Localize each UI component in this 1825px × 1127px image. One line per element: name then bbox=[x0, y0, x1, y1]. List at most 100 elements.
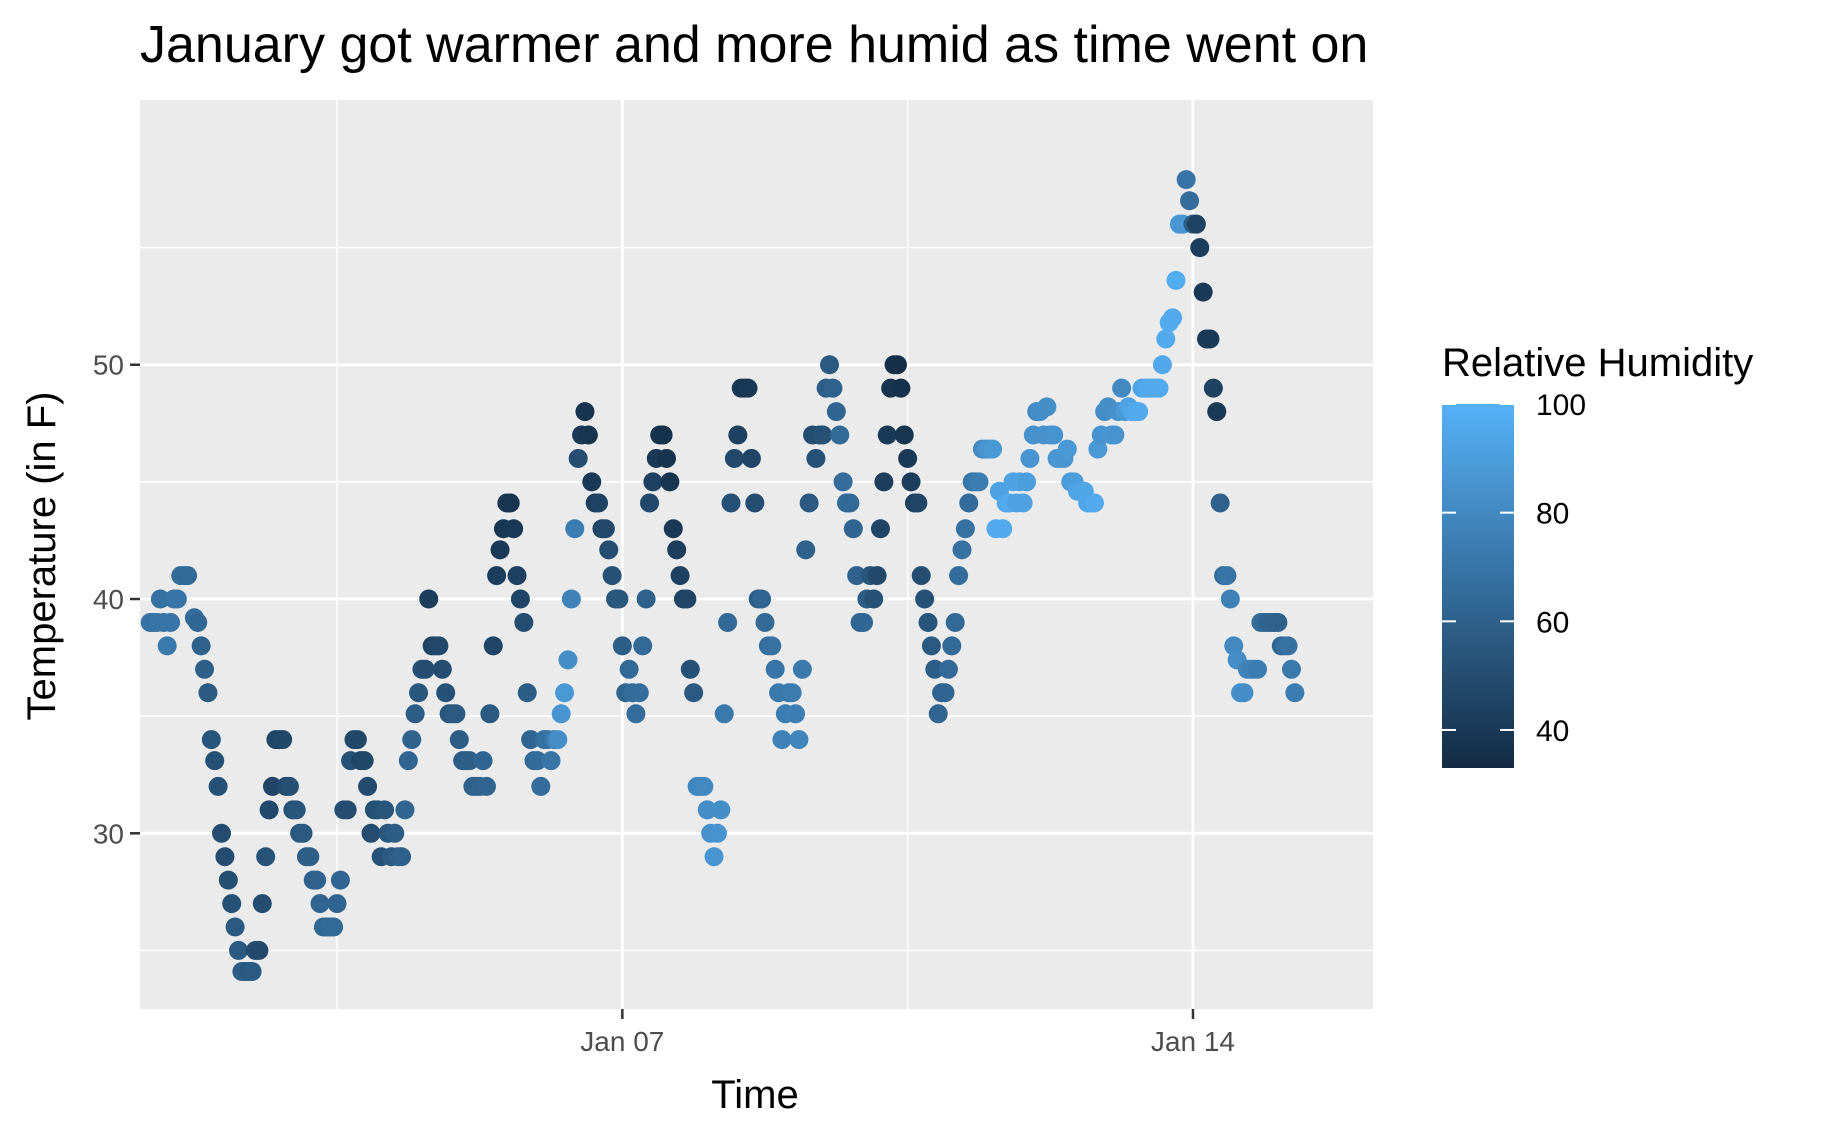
data-point bbox=[1281, 659, 1301, 679]
data-point bbox=[694, 776, 714, 796]
data-point bbox=[392, 847, 412, 867]
data-point bbox=[626, 704, 646, 724]
data-point bbox=[667, 540, 687, 560]
data-point bbox=[201, 730, 221, 750]
data-point bbox=[191, 636, 211, 656]
data-point bbox=[677, 589, 697, 609]
data-point bbox=[1217, 566, 1237, 586]
y-tick-label: 50 bbox=[93, 350, 124, 381]
data-point bbox=[279, 776, 299, 796]
data-point bbox=[741, 448, 761, 468]
data-point bbox=[1234, 683, 1254, 703]
data-point bbox=[867, 566, 887, 586]
data-point bbox=[911, 566, 931, 586]
data-point bbox=[310, 894, 330, 914]
data-point bbox=[945, 612, 965, 632]
data-point bbox=[840, 493, 860, 513]
data-point bbox=[738, 378, 758, 398]
data-point bbox=[718, 612, 738, 632]
data-point bbox=[568, 448, 588, 468]
data-point bbox=[1186, 214, 1206, 234]
data-point bbox=[358, 776, 378, 796]
data-point bbox=[1156, 329, 1176, 349]
data-point bbox=[1193, 282, 1213, 302]
data-point bbox=[1200, 329, 1220, 349]
data-point bbox=[935, 683, 955, 703]
data-point bbox=[354, 751, 374, 771]
legend-tick-label: 60 bbox=[1536, 606, 1569, 639]
data-point bbox=[928, 704, 948, 724]
data-point bbox=[796, 540, 816, 560]
data-point bbox=[1112, 378, 1132, 398]
legend-tick-label: 40 bbox=[1536, 715, 1569, 748]
data-point bbox=[1190, 238, 1210, 258]
data-point bbox=[527, 751, 547, 771]
data-point bbox=[636, 589, 656, 609]
data-point bbox=[1037, 397, 1057, 417]
data-point bbox=[1210, 493, 1230, 513]
data-point bbox=[286, 800, 306, 820]
legend-tick-label: 100 bbox=[1536, 389, 1586, 422]
data-point bbox=[1044, 425, 1064, 445]
data-point bbox=[877, 425, 897, 445]
data-point bbox=[490, 540, 510, 560]
data-point bbox=[1105, 425, 1125, 445]
data-point bbox=[898, 448, 918, 468]
data-points bbox=[140, 170, 1305, 982]
data-point bbox=[483, 636, 503, 656]
data-point bbox=[670, 566, 690, 586]
y-tick-label: 30 bbox=[93, 818, 124, 849]
data-point bbox=[684, 683, 704, 703]
data-point bbox=[375, 800, 395, 820]
data-point bbox=[813, 425, 833, 445]
data-point bbox=[1057, 439, 1077, 459]
data-point bbox=[507, 566, 527, 586]
minor-gridlines bbox=[140, 100, 1373, 1009]
legend-title: Relative Humidity bbox=[1442, 341, 1753, 385]
data-point bbox=[161, 612, 181, 632]
data-point bbox=[402, 730, 422, 750]
data-point bbox=[640, 493, 660, 513]
data-point bbox=[531, 776, 551, 796]
data-point bbox=[195, 659, 215, 679]
data-point bbox=[853, 612, 873, 632]
data-point bbox=[792, 659, 812, 679]
data-point bbox=[330, 870, 350, 890]
data-point bbox=[772, 730, 792, 750]
data-point bbox=[157, 636, 177, 656]
data-point bbox=[711, 800, 731, 820]
data-point bbox=[300, 847, 320, 867]
data-point bbox=[487, 566, 507, 586]
data-point bbox=[1285, 683, 1305, 703]
data-point bbox=[218, 870, 238, 890]
data-point bbox=[799, 493, 819, 513]
data-point bbox=[826, 402, 846, 422]
data-point bbox=[429, 636, 449, 656]
data-point bbox=[188, 612, 208, 632]
data-point bbox=[347, 730, 367, 750]
data-point bbox=[728, 425, 748, 445]
data-point bbox=[823, 378, 843, 398]
data-point bbox=[150, 589, 170, 609]
data-point bbox=[262, 776, 282, 796]
data-point bbox=[921, 636, 941, 656]
data-point bbox=[1248, 659, 1268, 679]
data-point bbox=[942, 636, 962, 656]
data-point bbox=[409, 683, 429, 703]
data-point bbox=[830, 425, 850, 445]
data-point bbox=[510, 589, 530, 609]
legend: Relative Humidity 40 60 80 100 bbox=[1442, 341, 1753, 768]
legend-colorbar bbox=[1442, 404, 1514, 768]
data-point bbox=[755, 612, 775, 632]
data-point bbox=[473, 751, 493, 771]
data-point bbox=[1203, 378, 1223, 398]
data-point bbox=[887, 355, 907, 375]
data-point bbox=[541, 751, 561, 771]
data-point bbox=[959, 493, 979, 513]
data-point bbox=[925, 659, 945, 679]
data-point bbox=[558, 650, 578, 670]
data-point bbox=[993, 519, 1013, 539]
data-point bbox=[385, 823, 405, 843]
data-point bbox=[721, 493, 741, 513]
data-point bbox=[198, 683, 218, 703]
